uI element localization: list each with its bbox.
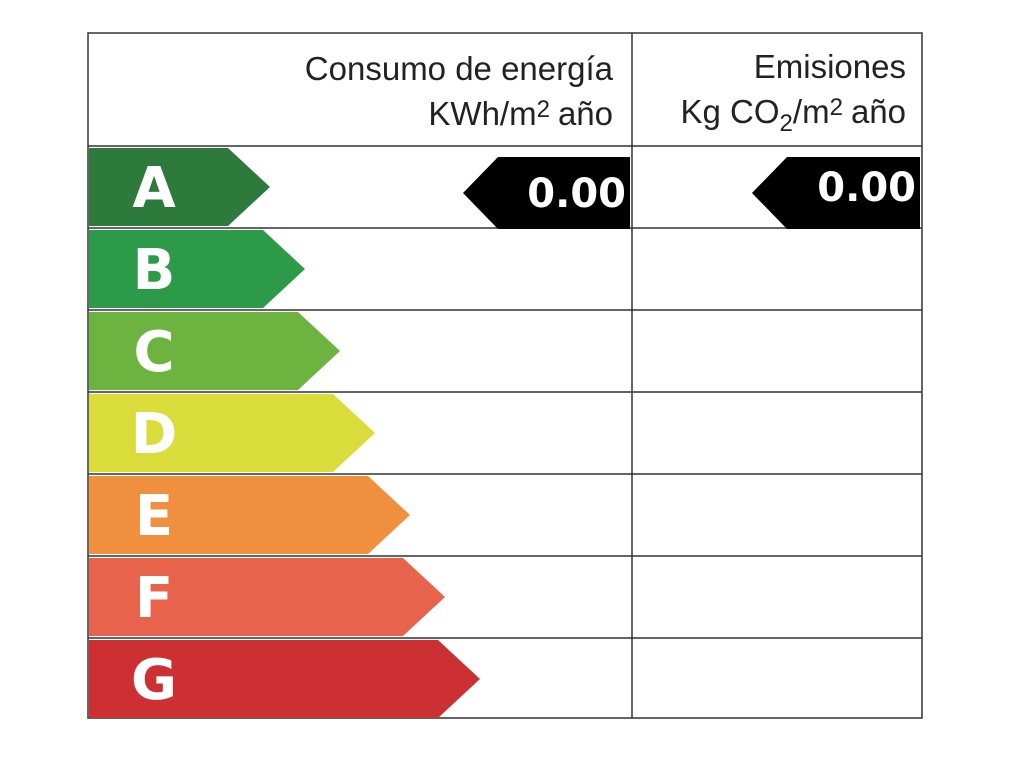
- energy-title: Consumo de energía: [305, 50, 614, 87]
- class-letter: E: [135, 484, 173, 549]
- energy-unit: KWh/m2 año: [428, 95, 613, 132]
- emissions-unit: Kg CO2/m2 año: [681, 93, 907, 137]
- class-arrow: [89, 558, 445, 636]
- emissions-pointer: [752, 157, 920, 229]
- class-arrow: [89, 312, 340, 390]
- unit: KWh/m: [428, 95, 536, 132]
- unit: año: [851, 93, 906, 130]
- class-letter: D: [131, 402, 177, 467]
- class-arrow: [89, 640, 480, 718]
- unit: Kg CO: [681, 93, 780, 130]
- class-letter: A: [132, 156, 176, 221]
- class-letter: C: [133, 320, 174, 385]
- frame: [87, 32, 923, 719]
- unit: /m: [793, 93, 830, 130]
- energy-pointer: [463, 157, 630, 229]
- unit: año: [558, 95, 613, 132]
- class-arrow: [89, 394, 375, 472]
- class-arrow: [89, 476, 410, 554]
- energy-value: 0.00: [527, 171, 626, 217]
- class-letter: F: [135, 566, 173, 631]
- class-arrow: [89, 148, 270, 226]
- superscript: 2: [537, 96, 550, 123]
- class-arrow: [89, 230, 305, 308]
- emissions-value: 0.00: [817, 165, 916, 211]
- class-letter: B: [133, 238, 176, 303]
- superscript: 2: [830, 94, 843, 121]
- emissions-title: Emisiones: [754, 48, 906, 85]
- class-letter: G: [131, 648, 177, 713]
- subscript: 2: [780, 110, 793, 137]
